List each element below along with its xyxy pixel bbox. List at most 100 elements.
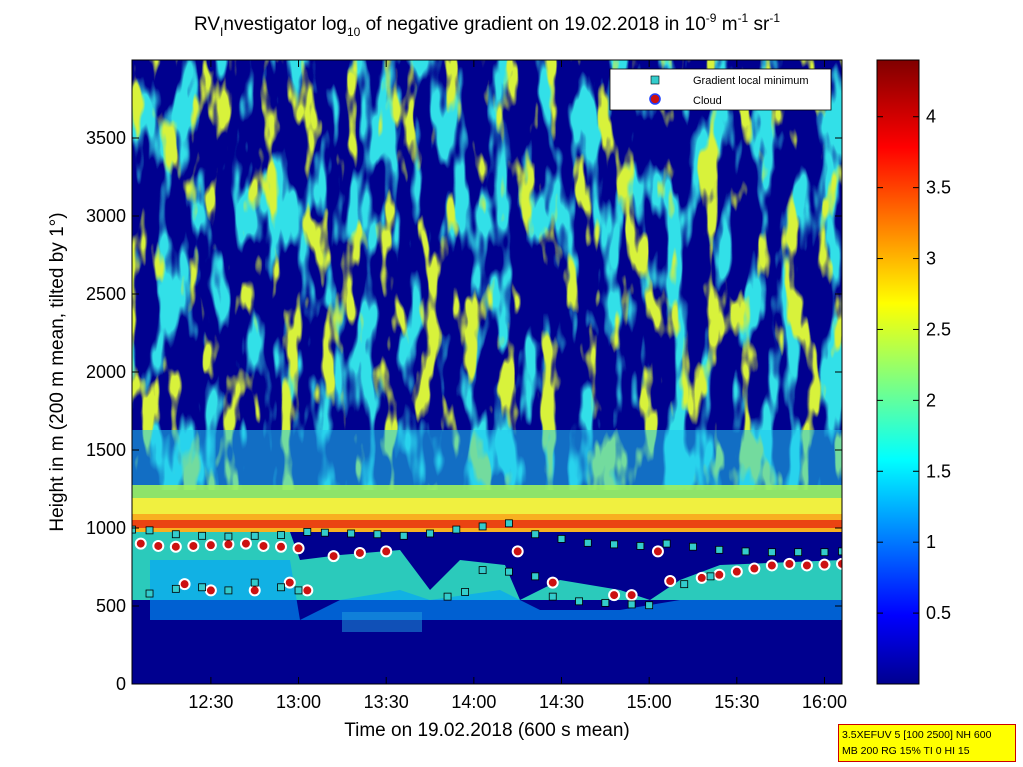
y-tick-label: 2000 bbox=[86, 362, 126, 382]
gradient-minimum-marker bbox=[478, 522, 487, 531]
colorbar-tick-label: 2 bbox=[926, 390, 936, 410]
x-tick-label: 15:30 bbox=[714, 692, 759, 712]
gradient-minimum-marker bbox=[294, 586, 303, 595]
gradient-minimum-marker bbox=[505, 567, 513, 576]
gradient-minimum-marker bbox=[452, 525, 461, 534]
gradient-minimum-marker bbox=[250, 578, 259, 587]
cloud-marker bbox=[204, 584, 217, 597]
gradient-minimum-marker bbox=[443, 592, 452, 601]
colorbar-tick-label: 1 bbox=[926, 532, 936, 552]
x-tick-label: 14:30 bbox=[539, 692, 584, 712]
cloud-marker bbox=[664, 575, 677, 588]
cloud-marker bbox=[134, 537, 147, 550]
gradient-minimum-marker bbox=[198, 583, 207, 592]
gradient-minimum-marker bbox=[320, 528, 329, 537]
y-tick-label: 1000 bbox=[86, 518, 126, 538]
cloud-marker bbox=[283, 576, 296, 589]
y-axis-label: Height in m (200 m mean, tilted by 1°) bbox=[47, 212, 68, 531]
x-tick-label: 15:00 bbox=[627, 692, 672, 712]
legend: Gradient local minimum Cloud bbox=[609, 68, 832, 111]
colorbar-tick-label: 0.5 bbox=[926, 603, 951, 623]
cloud-marker bbox=[546, 576, 559, 589]
gradient-minimum-marker bbox=[689, 542, 697, 551]
x-tick-label: 16:00 bbox=[802, 692, 847, 712]
y-tick-label: 3500 bbox=[86, 128, 126, 148]
cloud-marker bbox=[380, 545, 393, 558]
y-tick-label: 0 bbox=[116, 674, 126, 694]
cloud-marker bbox=[818, 558, 831, 571]
cloud-marker bbox=[257, 539, 270, 552]
x-tick-label: 12:30 bbox=[188, 692, 233, 712]
x-axis: 12:30 13:00 13:30 14:00 14:30 15:00 15:30 16:00 bbox=[188, 60, 847, 712]
y-axis: 0 500 1000 1500 2000 2500 3000 3500 bbox=[86, 128, 842, 694]
gradient-minimum-marker bbox=[548, 592, 557, 601]
cloud-marker bbox=[651, 545, 664, 558]
gradient-minimum-marker bbox=[706, 572, 715, 581]
colorbar-tick-label: 3.5 bbox=[926, 178, 951, 198]
colorbar-tick-label: 1.5 bbox=[926, 461, 951, 481]
gradient-minimum-marker bbox=[767, 548, 776, 557]
cloud-marker bbox=[222, 538, 235, 551]
cloud-marker bbox=[239, 537, 252, 550]
cloud-marker bbox=[748, 562, 761, 575]
gradient-minimum-marker bbox=[794, 548, 803, 557]
y-tick-label: 500 bbox=[96, 596, 126, 616]
legend-square-marker bbox=[650, 75, 660, 85]
cloud-marker bbox=[301, 584, 314, 597]
gradient-minimum-marker bbox=[715, 545, 724, 554]
cloud-marker bbox=[152, 539, 165, 552]
colorbar: 0.5 1 1.5 2 2.5 3 3.5 4 bbox=[876, 59, 951, 685]
cloud-marker bbox=[783, 557, 796, 570]
x-tick-label: 13:00 bbox=[276, 692, 321, 712]
cloud-marker bbox=[713, 568, 726, 581]
gradient-minimum-marker bbox=[601, 598, 610, 607]
x-tick-label: 14:00 bbox=[451, 692, 496, 712]
x-tick-label: 13:30 bbox=[364, 692, 409, 712]
legend-label-cloud: Cloud bbox=[693, 95, 722, 107]
legend-entry-cloud: Cloud bbox=[649, 93, 722, 107]
gradient-minimum-marker bbox=[610, 540, 618, 549]
gradient-minimum-marker bbox=[426, 529, 434, 538]
cloud-marker bbox=[608, 589, 621, 602]
gradient-minimum-marker bbox=[373, 530, 382, 539]
gradient-minimum-marker bbox=[461, 588, 469, 596]
gradient-minimum-marker bbox=[198, 531, 207, 540]
gradient-minimum-marker bbox=[645, 601, 654, 610]
cloud-marker bbox=[169, 540, 182, 553]
gradient-minimum-marker bbox=[531, 530, 540, 539]
gradient-minimum-marker bbox=[531, 572, 540, 581]
gradient-minimum-marker bbox=[145, 526, 154, 535]
cloud-marker bbox=[327, 550, 340, 563]
gradient-minimum-marker bbox=[636, 542, 645, 550]
x-axis-label: Time on 19.02.2018 (600 s mean) bbox=[344, 720, 630, 741]
cloud-marker bbox=[178, 578, 191, 591]
gradient-minimum-marker bbox=[277, 531, 285, 539]
colorbar-tick-label: 2.5 bbox=[926, 319, 951, 339]
gradient-minimum-marker bbox=[820, 548, 829, 557]
legend-entry-gradient-minimum: Gradient local minimum bbox=[650, 75, 809, 87]
cloud-marker bbox=[730, 565, 743, 578]
gradient-minimum-marker bbox=[680, 580, 689, 589]
gradient-minimum-marker bbox=[347, 529, 356, 538]
y-tick-label: 3000 bbox=[86, 206, 126, 226]
cloud-marker bbox=[292, 542, 305, 555]
info-line-2: MB 200 RG 15% TI 0 HI 15 bbox=[842, 745, 970, 757]
gradient-minimum-marker bbox=[171, 530, 180, 539]
gradient-minimum-marker bbox=[627, 600, 636, 609]
gradient-minimum-marker bbox=[145, 589, 154, 598]
colorbar-tick-label: 4 bbox=[926, 107, 936, 127]
legend-label-gradient-minimum: Gradient local minimum bbox=[693, 75, 809, 87]
gradient-minimum-marker bbox=[557, 535, 566, 543]
cloud-marker bbox=[187, 539, 200, 552]
cloud-marker bbox=[204, 539, 217, 552]
gradient-minimum-marker bbox=[171, 584, 180, 593]
gradient-minimum-marker bbox=[399, 531, 408, 540]
gradient-minimum-marker bbox=[250, 531, 259, 540]
cloud-marker bbox=[625, 589, 638, 602]
cloud-marker bbox=[275, 540, 288, 553]
gradient-minimum-marker bbox=[132, 525, 136, 534]
chart-title: RVInvestigator log10 of negative gradien… bbox=[194, 11, 780, 39]
gradient-minimum-marker bbox=[478, 566, 487, 575]
colorbar-tick-label: 3 bbox=[926, 249, 936, 269]
cloud-marker bbox=[511, 545, 524, 558]
